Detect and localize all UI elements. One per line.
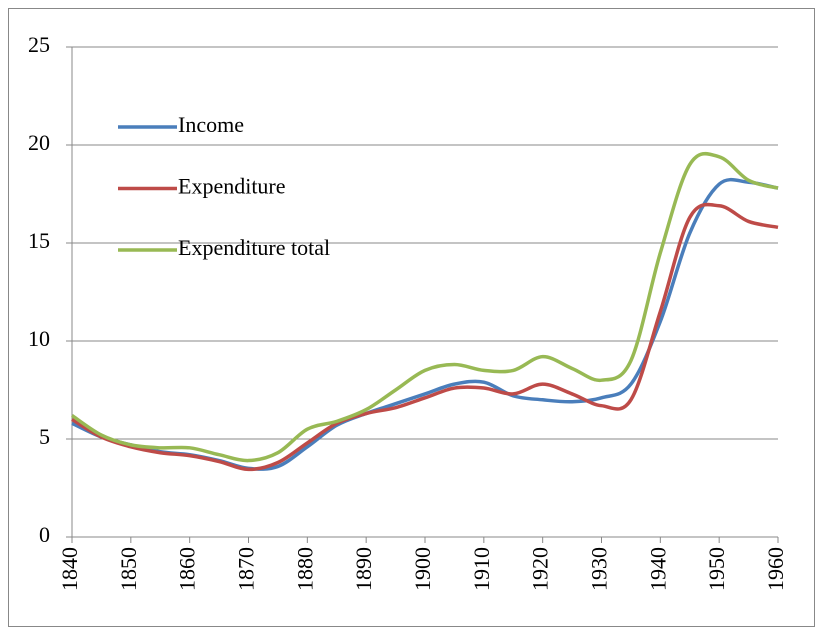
series-line: [71, 202, 779, 472]
x-tick-label: 1880: [292, 547, 317, 591]
x-tick-label: 1930: [587, 547, 612, 591]
x-tick-label: 1920: [528, 547, 553, 591]
series-line: [71, 177, 779, 471]
series-line: [71, 151, 779, 463]
y-tick-label: 15: [28, 228, 50, 253]
x-tick-label: 1940: [645, 547, 670, 591]
x-tick-label: 1950: [704, 547, 729, 591]
legend-label: Expenditure: [178, 174, 286, 199]
x-tick-label: 1890: [351, 547, 376, 591]
y-tick-label: 10: [28, 326, 50, 351]
x-tick-label: 1960: [763, 547, 788, 591]
x-tick-label: 1900: [410, 547, 435, 591]
y-tick-label: 5: [39, 424, 50, 449]
legend-label: Income: [178, 112, 244, 137]
y-tick-label: 0: [39, 522, 50, 547]
chart-frame: [8, 8, 815, 627]
x-tick-label: 1910: [469, 547, 494, 591]
x-tick-label: 1850: [116, 547, 141, 591]
legend-label: Expenditure total: [178, 235, 330, 260]
x-tick-label: 1860: [175, 547, 200, 591]
x-tick-label: 1840: [57, 547, 82, 591]
y-tick-label: 25: [28, 32, 50, 57]
y-tick-label: 20: [28, 130, 50, 155]
x-tick-label: 1870: [234, 547, 259, 591]
